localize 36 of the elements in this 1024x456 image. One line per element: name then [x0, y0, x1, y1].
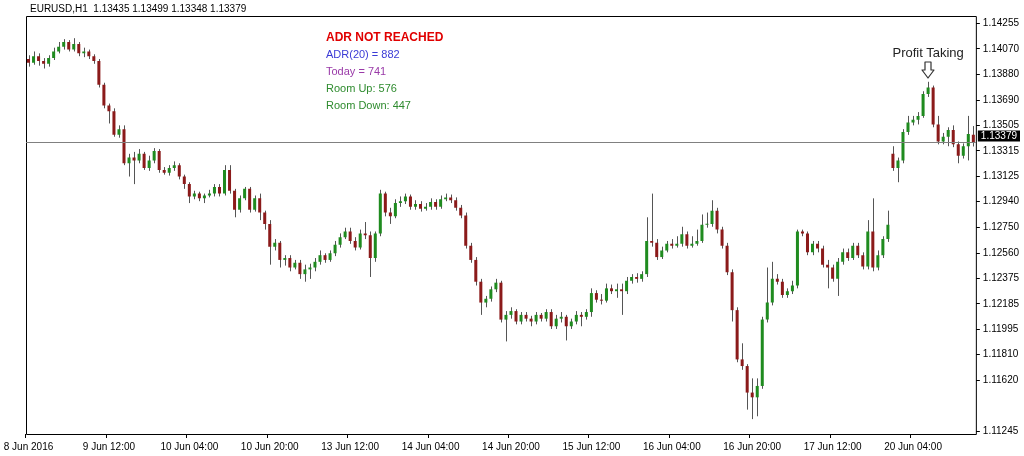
y-tick-label: 1.12560	[982, 246, 1020, 258]
y-tick-label: 1.13125	[982, 170, 1020, 182]
y-tick-label: 1.11245	[982, 424, 1019, 436]
x-tick-label: 14 Jun 04:00	[401, 440, 460, 452]
ref-line-label: 1.13379	[980, 129, 1018, 141]
annotation: ADR(20) = 882	[326, 48, 400, 61]
y-tick-label: 1.12940	[982, 195, 1020, 207]
y-tick-label: 1.14255	[982, 17, 1020, 29]
annotation: Profit Taking	[892, 44, 964, 60]
annotation: Today = 741	[326, 65, 387, 78]
y-tick-label: 1.13690	[982, 93, 1020, 105]
y-tick-label: 1.12375	[982, 271, 1020, 283]
annotation: ADR NOT REACHED	[326, 30, 444, 45]
x-tick-label: 16 Jun 20:00	[723, 440, 782, 452]
x-tick-label: 10 Jun 20:00	[240, 440, 300, 452]
y-tick-label: 1.12185	[982, 297, 1020, 309]
y-tick-label: 1.13315	[982, 144, 1020, 156]
x-tick-label: 9 Jun 12:00	[82, 440, 136, 452]
x-tick-label: 17 Jun 12:00	[803, 440, 862, 452]
chart-title: EURUSD,H1 1.13435 1.13499 1.13348 1.13379	[30, 3, 247, 14]
y-tick-label: 1.12750	[982, 221, 1020, 233]
y-tick-label: 1.11995	[982, 323, 1019, 335]
x-tick-label: 16 Jun 04:00	[642, 440, 702, 452]
x-tick-label: 15 Jun 12:00	[562, 440, 621, 452]
annotation: Room Down: 447	[326, 99, 411, 112]
x-tick-label: 20 Jun 04:00	[884, 440, 943, 452]
annotation: Room Up: 576	[326, 82, 397, 95]
x-tick-label: 13 Jun 12:00	[321, 440, 380, 452]
x-tick-label: 14 Jun 20:00	[482, 440, 541, 452]
y-tick-label: 1.11620	[982, 374, 1019, 386]
y-tick-label: 1.13880	[982, 68, 1020, 80]
y-tick-label: 1.14070	[982, 42, 1020, 54]
y-tick-label: 1.11810	[982, 348, 1019, 360]
x-tick-label: 10 Jun 04:00	[160, 440, 219, 452]
x-tick-label: 8 Jun 2016	[3, 440, 54, 452]
y-tick-label: 1.13505	[982, 118, 1020, 130]
